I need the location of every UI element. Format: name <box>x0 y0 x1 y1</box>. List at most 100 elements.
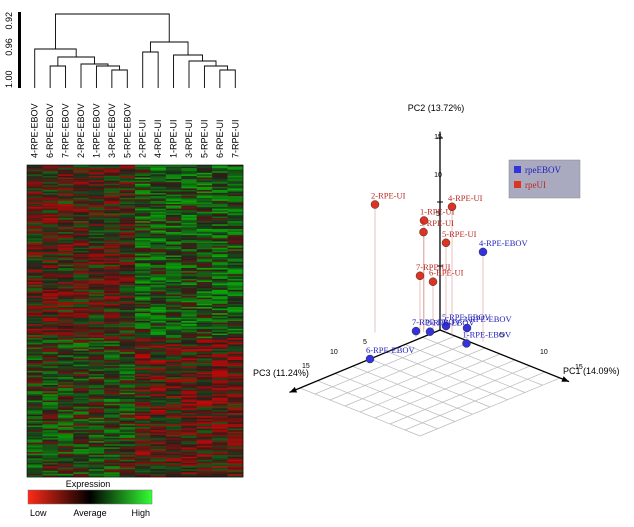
heatmap-cell <box>88 372 105 375</box>
heatmap-cell <box>165 455 182 458</box>
heatmap-cell <box>119 442 136 445</box>
heatmap-cell <box>27 272 43 275</box>
heatmap-cell <box>181 282 198 284</box>
heatmap-cell <box>181 470 198 473</box>
heatmap-cell <box>42 453 59 456</box>
heatmap-cell <box>196 453 213 456</box>
heatmap-cell <box>104 249 120 252</box>
heatmap-cell <box>196 428 213 431</box>
heatmap-cell <box>73 289 90 292</box>
heatmap-cell <box>181 420 198 423</box>
heatmap-cell <box>42 278 59 281</box>
heatmap-cell <box>165 384 182 387</box>
heatmap-cell <box>227 316 244 319</box>
heatmap-cell <box>27 191 43 194</box>
heatmap-cell <box>104 183 120 186</box>
heatmap-cell <box>165 403 182 406</box>
heatmap-cell <box>181 389 198 392</box>
heatmap-cell <box>212 375 228 378</box>
heatmap-cell <box>73 180 90 183</box>
heatmap-cell <box>57 453 74 456</box>
heatmap-cell <box>42 417 59 420</box>
heatmap-cell <box>150 180 167 183</box>
heatmap-cell <box>42 363 59 365</box>
heatmap-cell <box>119 423 136 426</box>
heatmap-cell <box>27 180 43 183</box>
heatmap-cell <box>27 269 43 272</box>
heatmap-cell <box>135 400 151 403</box>
heatmap-cell <box>104 238 120 241</box>
heatmap-cell <box>165 225 182 228</box>
heatmap-cell <box>73 204 90 206</box>
heatmap-cell <box>119 261 136 264</box>
heatmap-cell <box>104 278 120 281</box>
heatmap-cell <box>150 193 167 195</box>
heatmap-cell <box>196 411 213 414</box>
heatmap-cell <box>42 210 59 213</box>
heatmap-cell <box>227 381 244 384</box>
heatmap-cell <box>227 321 244 323</box>
dendrogram-link <box>142 51 159 88</box>
heatmap-cell <box>227 222 244 225</box>
heatmap-cell <box>119 319 136 322</box>
heatmap-cell <box>150 459 167 462</box>
heatmap-cell <box>104 381 120 384</box>
heatmap-cell <box>181 264 198 267</box>
heatmap-cell <box>57 233 74 236</box>
heatmap-cell <box>227 349 244 351</box>
heatmap-cell <box>135 473 151 476</box>
heatmap-cell <box>150 469 167 472</box>
heatmap-cell <box>135 336 151 339</box>
heatmap-cell <box>212 188 228 191</box>
heatmap-cell <box>181 278 198 281</box>
heatmap-cell <box>150 264 167 267</box>
heatmap-cell <box>104 182 120 185</box>
heatmap-cell <box>135 430 151 433</box>
legend-swatch-ebov <box>514 166 521 173</box>
heatmap-cell <box>135 297 151 300</box>
heatmap-cell <box>135 467 151 470</box>
heatmap-cell <box>42 202 59 205</box>
heatmap-cell <box>57 244 74 247</box>
heatmap-cell <box>212 269 228 272</box>
heatmap-cell <box>196 427 213 429</box>
heatmap-cell <box>135 274 151 277</box>
heatmap-cell <box>135 364 151 367</box>
heatmap-cell <box>104 289 120 292</box>
heatmap-cell <box>88 303 105 306</box>
heatmap-cell <box>227 438 244 440</box>
heatmap-cell <box>212 193 228 195</box>
heatmap-cell <box>227 391 244 394</box>
heatmap-cell <box>27 394 43 397</box>
heatmap-cell <box>57 370 74 373</box>
heatmap-cell <box>57 455 74 458</box>
heatmap-cell <box>150 186 167 189</box>
heatmap-cell <box>57 177 74 180</box>
heatmap-cell <box>135 250 151 253</box>
heatmap-cell <box>57 433 74 436</box>
heatmap-cell <box>88 258 105 261</box>
column-label: 2-RPE-UI <box>138 119 148 158</box>
heatmap-cell <box>212 210 228 213</box>
heatmap-cell <box>57 400 74 403</box>
pca-point-label: 7-RPE-EBOV <box>412 317 462 327</box>
heatmap-cell <box>27 324 43 326</box>
heatmap-cell <box>104 462 120 465</box>
heatmap-cell <box>73 177 90 180</box>
heatmap-cell <box>88 280 105 283</box>
heatmap-cell <box>27 258 43 261</box>
heatmap-cell <box>42 370 59 373</box>
heatmap-cell <box>227 197 244 200</box>
heatmap-cell <box>212 289 228 292</box>
heatmap-cell <box>196 423 213 426</box>
heatmap-cell <box>119 263 136 266</box>
heatmap-cell <box>212 257 228 259</box>
heatmap-cell <box>27 257 43 259</box>
heatmap-cell <box>42 342 59 345</box>
heatmap-cell <box>104 422 120 425</box>
heatmap-cell <box>42 227 59 230</box>
heatmap-cell <box>165 189 182 192</box>
heatmap-cell <box>42 197 59 200</box>
heatmap-cell <box>42 204 59 206</box>
heatmap-cell <box>119 303 136 306</box>
